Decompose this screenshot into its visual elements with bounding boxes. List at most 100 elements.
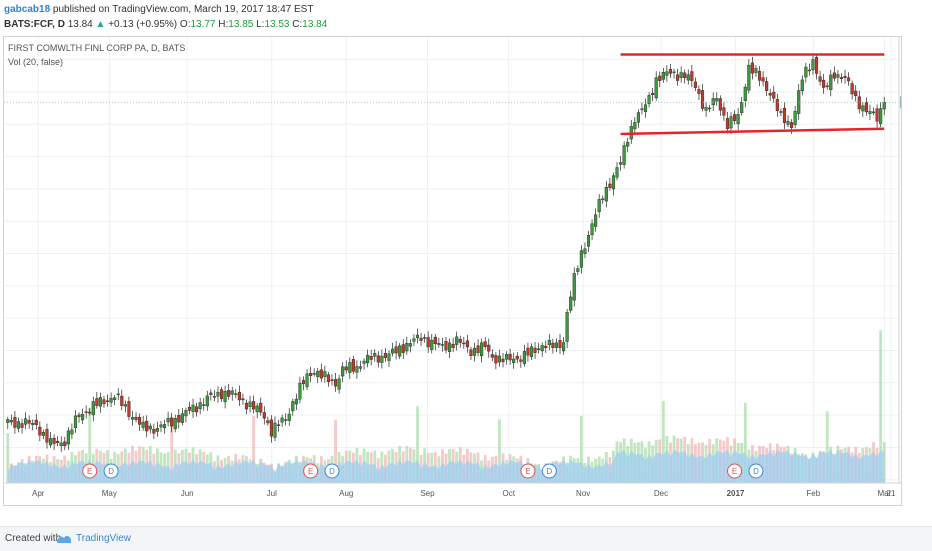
candle-body	[804, 66, 808, 78]
candle-body	[230, 390, 234, 395]
created-with-text: Created with	[5, 533, 62, 544]
candle-body	[708, 107, 712, 110]
candle-body	[583, 248, 587, 254]
candle-body	[515, 355, 519, 360]
candle-body	[180, 413, 184, 423]
high-label: H:	[218, 19, 229, 30]
candle-body	[590, 223, 594, 236]
candle-body	[280, 417, 284, 423]
candle-body	[540, 345, 544, 352]
candle-body	[259, 402, 263, 413]
candle-body	[255, 405, 259, 413]
candle-body	[252, 401, 256, 410]
candle-body	[882, 102, 886, 110]
candle-body	[27, 420, 31, 424]
volume-average-band	[7, 449, 885, 483]
candle-body	[276, 424, 281, 426]
candle-body	[572, 273, 576, 301]
footer-bar: Created with TradingView	[0, 526, 932, 551]
volume-bar	[498, 419, 501, 483]
candle-body	[227, 390, 231, 397]
candle-body	[586, 235, 591, 247]
candle-body	[626, 141, 630, 147]
candle-body	[679, 72, 683, 78]
candle-body	[704, 107, 708, 111]
price-axis[interactable]: 8.008.509.009.5010.0010.5011.0011.5012.0…	[900, 56, 901, 485]
candle-body	[6, 419, 10, 423]
low-value: 13.53	[264, 19, 290, 30]
trendlines[interactable]	[620, 53, 885, 136]
candle-body	[683, 72, 687, 78]
candle-body	[725, 118, 730, 129]
candle-body	[647, 95, 651, 104]
event-marker[interactable]	[303, 463, 319, 479]
tradingview-brand[interactable]: TradingView	[76, 533, 132, 544]
candle-body	[266, 420, 270, 424]
event-marker[interactable]	[748, 463, 764, 479]
candle-body	[854, 90, 858, 97]
candle-body	[729, 116, 733, 129]
candle-body	[433, 336, 437, 345]
candle-body	[291, 401, 295, 412]
candle-body	[711, 98, 715, 106]
time-tick-label: May	[102, 489, 117, 498]
candle-body	[633, 122, 637, 130]
candle-body	[814, 57, 819, 74]
candle-body	[622, 145, 626, 165]
candle-body	[98, 397, 102, 407]
volume-bar	[743, 402, 747, 483]
candle-body	[790, 122, 794, 128]
candle-body	[843, 75, 847, 78]
candle-body	[505, 354, 509, 360]
event-marker-label: E	[308, 467, 313, 476]
candle-body	[298, 382, 302, 400]
high-value: 13.85	[228, 19, 254, 30]
candle-body	[551, 342, 555, 348]
candle-body	[693, 81, 697, 88]
event-marker[interactable]	[103, 463, 119, 479]
candle-body	[152, 429, 156, 434]
candle-body	[519, 359, 523, 362]
candle-body	[526, 347, 530, 356]
price-chart[interactable]: E D E D E D E D 8.008.509.009.5010.0010.5011.00…	[4, 37, 901, 505]
trendline-support[interactable]	[620, 127, 885, 136]
candle-body	[562, 342, 566, 352]
volume-indicator-label: Vol (20, false)	[8, 57, 63, 67]
event-marker[interactable]	[541, 463, 557, 479]
open-label: O:	[179, 19, 191, 30]
event-marker[interactable]	[727, 463, 743, 479]
volume-series	[6, 330, 886, 483]
candle-body	[864, 102, 868, 113]
volume-bar	[825, 411, 829, 483]
candle-body	[597, 199, 601, 213]
event-marker[interactable]	[324, 463, 340, 479]
candle-body	[832, 72, 836, 79]
candle-body	[187, 407, 192, 411]
time-tick-label: Sep	[420, 489, 435, 498]
candle-body	[209, 392, 213, 395]
candle-body	[191, 404, 195, 412]
candle-body	[661, 72, 665, 80]
time-tick-label: Dec	[654, 489, 668, 498]
candle-body	[380, 355, 384, 363]
candle-body	[355, 366, 359, 373]
candle-body	[31, 423, 35, 425]
event-marker-label: D	[108, 467, 114, 476]
candle-body	[444, 341, 448, 351]
candle-body	[857, 96, 861, 110]
event-marker[interactable]	[520, 463, 536, 479]
candle-body	[262, 412, 266, 419]
event-marker-label: D	[753, 467, 759, 476]
candle-body	[643, 104, 648, 112]
volume-bar	[661, 401, 665, 483]
event-marker[interactable]	[82, 463, 98, 479]
author-link[interactable]: gabcab18	[4, 4, 51, 15]
candle-body	[362, 360, 366, 364]
candle-body	[786, 121, 790, 125]
chart-panel[interactable]: E D E D E D E D 8.008.509.009.5010.0010.5011.00…	[3, 36, 902, 506]
candle-body	[376, 355, 380, 363]
close-value: 13.84	[302, 19, 328, 30]
candle-body	[672, 71, 676, 74]
